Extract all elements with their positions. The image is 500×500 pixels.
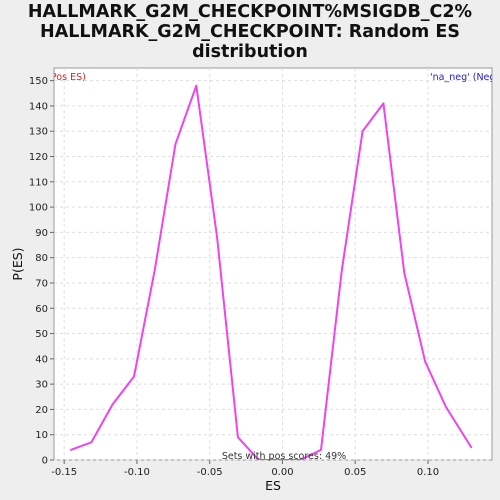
- y-tick-label: 90: [35, 228, 48, 239]
- y-tick-label: 30: [35, 380, 48, 391]
- x-tick-label: 0.05: [344, 467, 366, 478]
- es-data-point: [424, 360, 426, 363]
- y-tick-label: 10: [35, 430, 48, 441]
- chart-title: HALLMARK_G2M_CHECKPOINT%MSIGDB_C2% HALLM…: [0, 2, 500, 62]
- x-tick-label: 0.00: [271, 467, 293, 478]
- es-data-point: [444, 405, 447, 408]
- axes-layer: 0 10 20 30 40 50 60 70 80 90 100 110 120 130 140 150 -0.…: [29, 76, 439, 478]
- y-tick-label: 130: [29, 127, 48, 138]
- chart-title-line-1: HALLMARK_G2M_CHECKPOINT%MSIGDB_C2%: [27, 2, 473, 22]
- es-data-point: [320, 448, 322, 451]
- es-data-point: [340, 269, 343, 272]
- x-tick-label: -0.10: [124, 467, 150, 478]
- es-data-point: [133, 375, 135, 378]
- es-data-point: [174, 142, 177, 145]
- y-tick-label: 80: [35, 253, 48, 264]
- chart-title-line-3: distribution: [192, 42, 308, 62]
- es-data-point: [257, 459, 260, 460]
- es-data-point: [216, 236, 219, 239]
- series-layer: [69, 84, 473, 460]
- y-tick-label: 150: [29, 76, 48, 87]
- pos-scores-footer: Sets with pos scores: 49%: [222, 451, 346, 462]
- es-data-point: [382, 102, 385, 105]
- chart-title-line-2: HALLMARK_G2M_CHECKPOINT: Random ES: [40, 22, 460, 42]
- y-tick-label: 0: [42, 456, 48, 467]
- y-tick-label: 60: [35, 304, 48, 315]
- x-axis-title: ES: [265, 478, 281, 493]
- es-data-point: [69, 448, 72, 451]
- y-tick-label: 70: [35, 278, 48, 289]
- neg-es-label: 'na_neg' (Neg ES): [430, 72, 500, 83]
- y-tick-label: 50: [35, 329, 48, 340]
- es-distribution-line: [70, 84, 473, 460]
- es-data-point: [403, 271, 406, 274]
- plot-area: [53, 67, 493, 461]
- es-data-point: [237, 436, 239, 439]
- y-tick-label: 110: [29, 177, 48, 188]
- es-data-point: [153, 269, 156, 272]
- y-tick-label: 120: [29, 152, 48, 163]
- y-tick-label: 140: [29, 101, 48, 112]
- es-data-point: [195, 84, 198, 87]
- es-data-point: [299, 459, 302, 460]
- y-tick-label: 100: [29, 203, 48, 214]
- es-data-point: [470, 446, 473, 449]
- es-data-point: [278, 459, 281, 460]
- x-tick-label: -0.15: [51, 467, 77, 478]
- pos-es-label: 'pos' (Pos ES): [22, 72, 86, 83]
- es-data-point: [90, 441, 93, 444]
- x-tick-label: 0.10: [417, 467, 439, 478]
- y-tick-label: 20: [35, 405, 48, 416]
- es-data-point: [111, 403, 114, 406]
- grid-layer: [54, 68, 492, 461]
- y-axis-title: P(ES): [10, 247, 25, 280]
- y-tick-label: 40: [35, 354, 48, 365]
- es-data-point: [361, 130, 364, 133]
- x-tick-label: -0.05: [197, 467, 223, 478]
